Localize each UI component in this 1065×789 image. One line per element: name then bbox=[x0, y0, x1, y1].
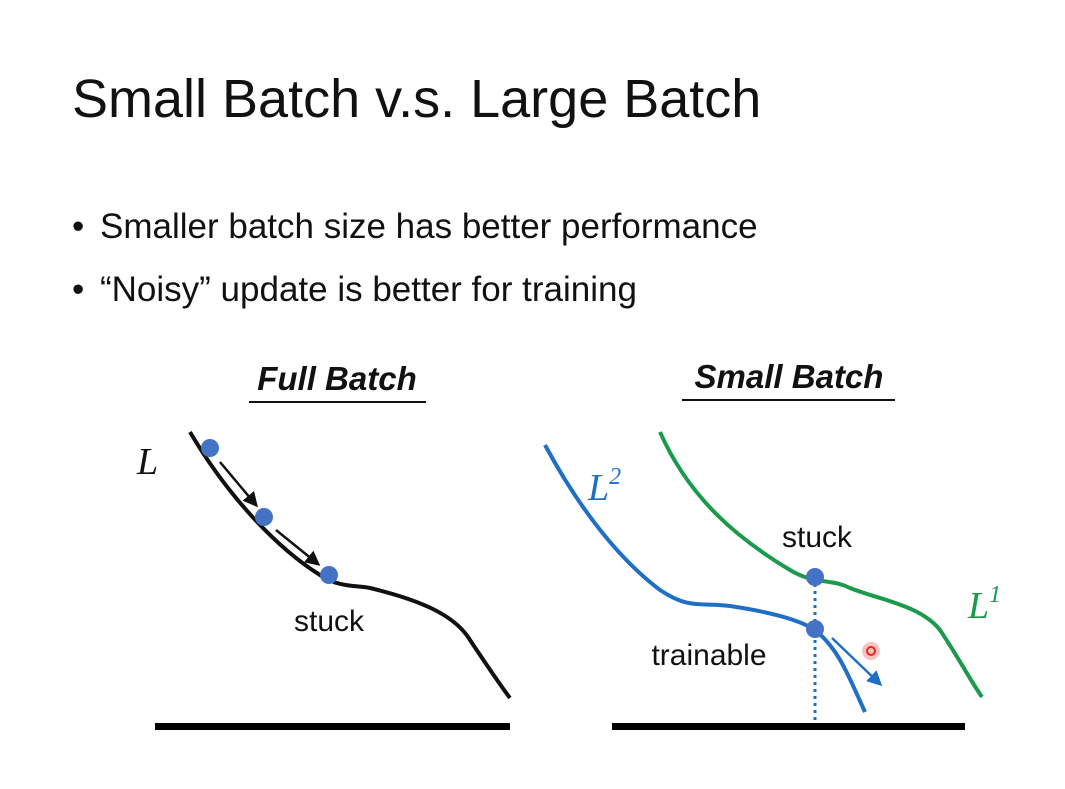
point bbox=[806, 568, 824, 586]
arrow bbox=[831, 637, 883, 687]
label-base: L bbox=[967, 585, 989, 627]
loss-curve bbox=[543, 444, 867, 713]
ground bbox=[155, 723, 510, 730]
panel-title: Full Batch bbox=[257, 360, 417, 397]
curve-label: L1 bbox=[967, 582, 1001, 627]
point bbox=[806, 620, 824, 638]
point-label: trainable bbox=[651, 639, 766, 672]
cursor bbox=[866, 646, 876, 656]
label-base: L bbox=[587, 467, 609, 509]
loss-curve bbox=[658, 431, 984, 699]
point bbox=[255, 508, 273, 526]
loss-curve bbox=[188, 430, 512, 700]
label-sup: 2 bbox=[609, 464, 621, 490]
arrow bbox=[219, 461, 258, 508]
bullet: “Noisy” update is better for training bbox=[100, 270, 637, 309]
panel-title: Small Batch bbox=[695, 358, 884, 395]
point-label: stuck bbox=[782, 521, 853, 554]
slide-title: Small Batch v.s. Large Batch bbox=[72, 69, 761, 129]
curve-label: L bbox=[136, 441, 158, 483]
bullet-dot: • bbox=[72, 270, 84, 309]
point-label: stuck bbox=[294, 605, 365, 638]
label-sup: 1 bbox=[989, 582, 1001, 608]
curve-label: L2 bbox=[587, 464, 621, 509]
point bbox=[320, 566, 338, 584]
point bbox=[201, 439, 219, 457]
bullet: Smaller batch size has better performanc… bbox=[100, 207, 758, 246]
cursor bbox=[862, 642, 880, 660]
ground bbox=[612, 723, 965, 730]
arrow bbox=[275, 529, 321, 566]
bullet-dot: • bbox=[72, 207, 84, 246]
